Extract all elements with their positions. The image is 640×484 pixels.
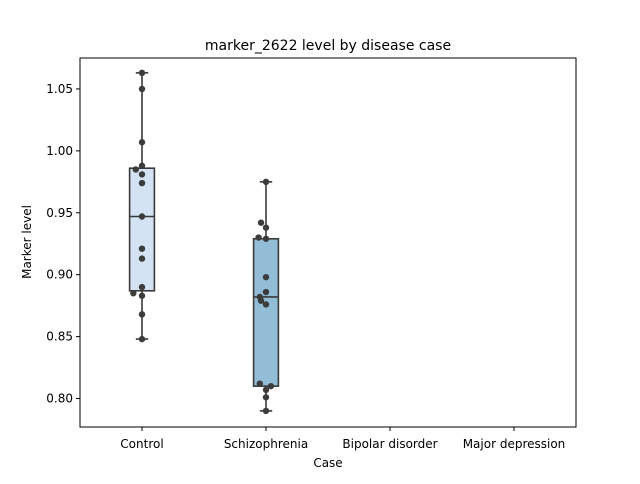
- data-point: [138, 162, 146, 169]
- x-axis-label: Case: [313, 456, 342, 470]
- data-point: [138, 255, 146, 262]
- data-point: [262, 178, 270, 186]
- data-point: [138, 69, 146, 77]
- y-tick-label: 0.90: [46, 268, 73, 282]
- data-point: [255, 234, 262, 241]
- data-point: [138, 139, 146, 146]
- box-control: [128, 167, 156, 292]
- plot-frame: [79, 57, 577, 428]
- data-point: [138, 213, 146, 220]
- data-point: [262, 407, 270, 415]
- data-point: [138, 311, 146, 318]
- data-point: [262, 386, 270, 394]
- data-point: [267, 382, 275, 390]
- x-tick-label: Control: [120, 437, 163, 451]
- data-point: [138, 335, 146, 343]
- x-tick-label: Major depression: [463, 437, 566, 451]
- plot-area: 0.80 0.85 0.90 0.95 1.00 1.05 Control Schizophr…: [46, 57, 577, 451]
- data-point: [256, 380, 263, 387]
- x-tick-label: Bipolar disorder: [342, 437, 437, 451]
- data-point: [138, 292, 146, 299]
- data-point: [138, 179, 146, 187]
- data-point: [130, 290, 137, 297]
- data-point: [262, 273, 270, 281]
- data-point: [262, 301, 270, 308]
- y-axis-label: Marker level: [20, 205, 34, 279]
- data-point: [257, 219, 265, 226]
- box-schizophrenia: [252, 237, 280, 387]
- data-point: [257, 297, 265, 304]
- y-tick-label: 0.85: [46, 330, 73, 344]
- data-point: [262, 235, 270, 242]
- data-point: [138, 245, 146, 252]
- y-tick-label: 0.80: [46, 392, 73, 406]
- x-tick-label: Schizophrenia: [224, 437, 308, 451]
- data-point: [262, 288, 270, 296]
- data-point: [262, 224, 270, 231]
- y-tick-label: 1.05: [46, 82, 73, 96]
- y-tick-label: 0.95: [46, 206, 73, 220]
- data-point: [132, 166, 139, 173]
- chart-title: marker_2622 level by disease case: [205, 38, 451, 54]
- y-tick-label: 1.00: [46, 144, 73, 158]
- data-point: [138, 171, 146, 178]
- data-point: [138, 85, 146, 93]
- data-point: [138, 283, 146, 291]
- data-point: [262, 394, 270, 401]
